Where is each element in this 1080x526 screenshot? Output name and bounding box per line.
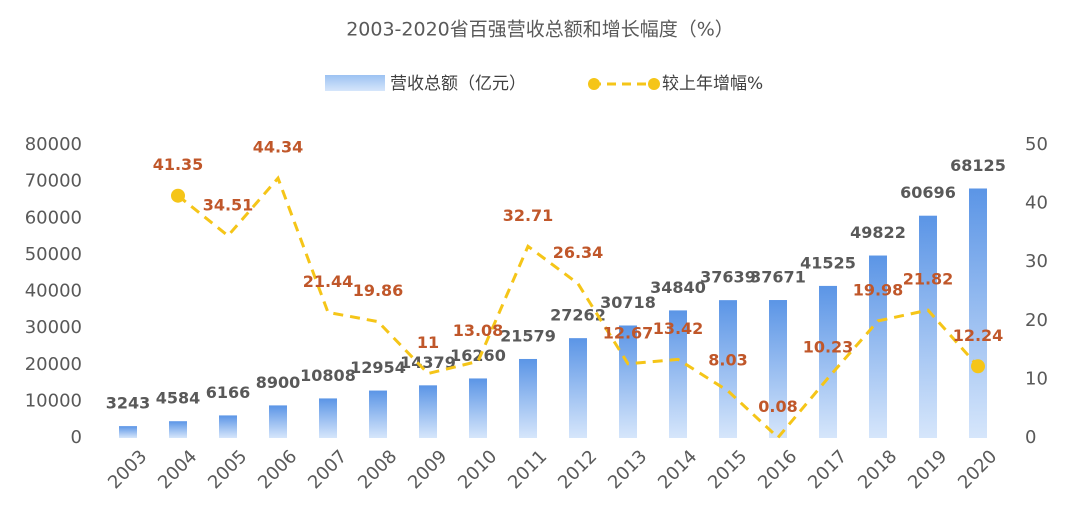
x-tick-label: 2009	[404, 446, 451, 493]
bar-value-label: 16260	[450, 346, 506, 365]
bar-value-label: 10808	[300, 366, 356, 385]
line-value-label: 19.98	[853, 280, 904, 299]
y2-tick-label: 10	[1025, 368, 1048, 389]
bar-value-label: 49822	[850, 223, 906, 242]
line-marker	[971, 359, 985, 374]
bar	[369, 390, 387, 438]
line-value-label: 21.82	[903, 270, 954, 289]
y-tick-label: 0	[71, 427, 82, 448]
bar	[819, 285, 837, 438]
line-value-label: 13.42	[653, 319, 704, 338]
y2-tick-label: 20	[1025, 310, 1048, 331]
y-tick-label: 80000	[25, 134, 82, 155]
y-tick-label: 60000	[25, 207, 82, 228]
line-value-label: 44.34	[253, 138, 304, 157]
x-tick-label: 2012	[554, 446, 601, 493]
bar-value-label: 12954	[350, 358, 406, 377]
legend-marker	[648, 78, 660, 90]
x-tick-label: 2011	[504, 446, 551, 493]
bar	[619, 325, 637, 438]
line-value-label: 32.71	[503, 206, 554, 225]
line-value-label: 13.08	[453, 321, 504, 340]
line	[177, 175, 980, 440]
x-tick-label: 2015	[704, 446, 751, 493]
x-tick-label: 2006	[254, 446, 301, 493]
x-tick-label: 2017	[804, 446, 851, 493]
bar	[169, 421, 187, 438]
y-tick-label: 70000	[25, 171, 82, 192]
bar-value-label: 21579	[500, 326, 556, 345]
line-value-label: 26.34	[553, 243, 604, 262]
line-value-label: 11	[417, 333, 439, 352]
bar	[569, 338, 587, 438]
bar-value-label: 8900	[256, 373, 301, 392]
bar-value-label: 14379	[400, 353, 456, 372]
x-tick-label: 2008	[354, 446, 401, 493]
legend-label: 较上年增幅%	[662, 74, 763, 94]
bar-value-label: 3243	[106, 394, 151, 413]
bar	[669, 310, 687, 438]
x-tick-label: 2005	[204, 446, 251, 493]
y2-tick-label: 50	[1025, 134, 1048, 155]
line-marker	[171, 188, 185, 203]
line-value-label: 21.44	[303, 272, 354, 291]
y-tick-label: 20000	[25, 354, 82, 375]
bar	[769, 300, 787, 438]
bar-value-label: 37639	[700, 268, 756, 287]
legend-swatch	[325, 75, 385, 91]
x-tick-label: 2007	[304, 446, 351, 493]
x-tick-label: 2019	[904, 446, 951, 493]
bar	[219, 415, 237, 438]
legend-label: 营收总额（亿元）	[390, 74, 526, 94]
bar-value-label: 27262	[550, 306, 606, 325]
bar	[469, 378, 487, 438]
line-value-label: 41.35	[153, 155, 204, 174]
bar	[869, 255, 887, 438]
bar-value-label: 60696	[900, 183, 956, 202]
bar	[719, 300, 737, 438]
line-value-label: 8.03	[708, 350, 747, 369]
x-tick-label: 2014	[654, 446, 701, 493]
y-tick-label: 50000	[25, 244, 82, 265]
x-tick-label: 2013	[604, 446, 651, 493]
y2-tick-label: 40	[1025, 193, 1048, 214]
x-tick-label: 2003	[104, 446, 151, 493]
y-tick-label: 40000	[25, 281, 82, 302]
bar	[519, 358, 537, 438]
x-tick-label: 2018	[854, 446, 901, 493]
line-value-label: 12.67	[603, 323, 654, 342]
line-value-label: 0.08	[758, 397, 797, 416]
chart-title: 2003-2020省百强营收总额和增长幅度（%）	[346, 19, 734, 41]
bar-value-label: 30718	[600, 293, 656, 312]
bar	[419, 385, 437, 438]
bar-value-label: 4584	[156, 389, 201, 408]
x-tick-label: 2016	[754, 446, 801, 493]
y-tick-label: 30000	[25, 317, 82, 338]
bar	[269, 405, 287, 438]
legend-marker	[588, 78, 600, 90]
x-tick-label: 2020	[954, 446, 1001, 493]
y-tick-label: 10000	[25, 390, 82, 411]
y2-tick-label: 30	[1025, 251, 1048, 272]
bar-value-label: 37671	[750, 268, 806, 287]
bar-value-label: 41525	[800, 253, 856, 272]
bar-value-label: 6166	[206, 383, 251, 402]
bar-value-label: 68125	[950, 156, 1006, 175]
line-value-label: 10.23	[803, 338, 854, 357]
bar	[969, 188, 987, 438]
line-value-label: 34.51	[203, 195, 254, 214]
bar	[919, 215, 937, 438]
bar	[319, 398, 337, 438]
y2-tick-label: 0	[1025, 427, 1036, 448]
x-tick-label: 2010	[454, 446, 501, 493]
x-tick-label: 2004	[154, 446, 201, 493]
bar	[119, 426, 137, 438]
bar-value-label: 34840	[650, 278, 706, 297]
line-value-label: 19.86	[353, 281, 404, 300]
line-value-label: 12.24	[953, 326, 1004, 345]
